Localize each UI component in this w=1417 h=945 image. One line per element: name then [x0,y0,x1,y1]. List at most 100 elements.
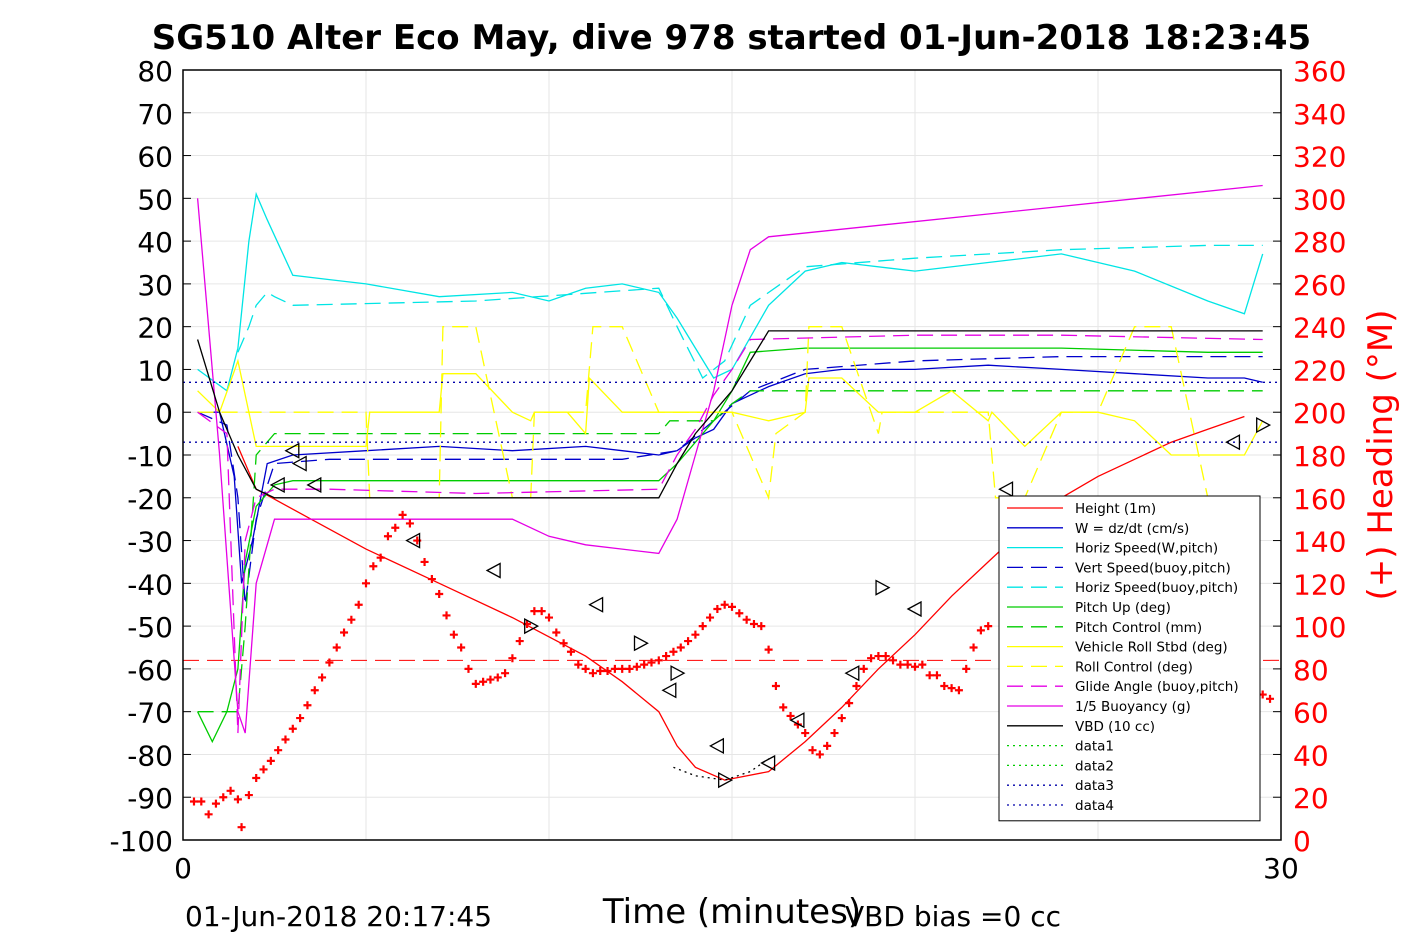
y-tick-label-left: -80 [127,739,173,772]
heading-marker [405,519,414,528]
heading-marker [647,658,656,667]
heading-marker [537,607,546,616]
heading-marker [801,729,810,738]
legend-label: W = dz/dt (cm/s) [1075,521,1189,537]
heading-marker [742,615,751,624]
heading-marker [984,622,993,631]
heading-marker [226,786,235,795]
heading-marker [720,600,729,609]
legend-label: Roll Control (deg) [1075,659,1193,675]
y-tick-label-right: 0 [1293,825,1311,858]
heading-marker [189,797,198,806]
heading-marker [830,729,839,738]
triangle-left-marker [906,600,922,618]
heading-marker [713,605,722,613]
heading-marker [244,791,253,800]
triangle-left-marker [405,532,421,549]
heading-marker [449,630,458,639]
y-tick-label-left: 40 [137,226,173,259]
heading-marker [310,686,319,695]
heading-marker [632,662,641,671]
heading-marker [383,532,392,541]
heading-marker [233,795,242,804]
series-line-9 [197,334,1263,734]
heading-marker [274,746,283,755]
triangle-left-marker [789,712,805,729]
heading-marker [596,667,605,676]
heading-marker [464,664,473,673]
triangle-left-marker [588,596,604,613]
heading-marker [954,686,963,695]
y-tick-label-right: 320 [1293,141,1346,174]
series-line-10 [196,184,1263,734]
heading-marker [508,654,517,663]
y-tick-label-left: 70 [137,98,173,131]
heading-marker [889,656,898,665]
y-tick-label-right: 20 [1293,782,1329,815]
y-tick-label-right: 220 [1293,354,1346,387]
y-tick-label-right: 180 [1293,440,1346,473]
heading-marker [442,611,451,620]
legend-box [998,495,1261,822]
y-tick-label-left: 80 [137,55,173,88]
heading-marker [676,643,685,652]
heading-marker [684,637,693,646]
y-tick-label-left: 0 [155,397,173,430]
legend-label: Horiz Speed(W,pitch) [1075,541,1218,557]
heading-marker [940,682,949,690]
legend-label: Glide Angle (buoy,pitch) [1075,679,1239,695]
heading-marker [918,660,927,669]
heading-marker [471,679,480,688]
y-tick-label-left: 10 [137,354,173,387]
y-tick-label-right: 360 [1293,55,1346,88]
legend: Height (1m) W = dz/dt (cm/s) Horiz Speed(W… [998,495,1261,822]
y-tick-label-right: 120 [1293,568,1346,601]
heading-marker [779,703,788,712]
heading-marker [486,675,495,684]
y-tick-label-left: -70 [127,697,173,730]
heading-marker [369,562,378,571]
y-tick-label-right: 280 [1293,226,1346,259]
heading-marker [867,654,876,663]
y-tick-label-left: -30 [127,526,173,559]
legend-label: Height (1m) [1075,501,1156,517]
y-tick-label-right: 200 [1293,397,1346,430]
y-tick-label-left: -20 [127,483,173,516]
triangle-right-marker [633,635,649,652]
heading-marker [662,652,671,661]
heading-marker [398,510,407,519]
heading-marker [845,699,854,708]
footer-date: 01-Jun-2018 20:17:45 [185,900,493,933]
legend-label: Vert Speed(buoy,pitch) [1075,560,1231,576]
y-tick-label-left: -10 [127,440,173,473]
heading-marker [581,664,590,673]
x-tick-label: 30 [1263,852,1299,885]
heading-marker [815,750,824,759]
heading-marker [903,660,912,669]
heading-marker [574,660,583,669]
heading-marker [757,622,766,631]
heading-marker [296,714,305,723]
legend-label: 1/5 Buoyancy (g) [1075,699,1191,715]
heading-marker [530,607,539,616]
heading-marker [691,630,700,639]
triangle-left-marker [708,737,725,754]
triangle-right-marker [875,579,891,596]
triangle-left-marker [760,754,776,772]
heading-marker [376,553,385,562]
heading-marker [252,773,261,782]
heading-marker [266,756,275,765]
triangle-left-marker [844,665,860,682]
heading-marker [698,622,707,631]
heading-marker [197,797,206,806]
legend-label: Pitch Up (deg) [1075,600,1171,616]
chart-title: SG510 Alter Eco May, dive 978 started 01… [151,18,1312,58]
heading-marker [911,662,919,671]
heading-marker [559,639,568,648]
heading-marker [625,664,634,673]
heading-marker [362,579,370,588]
heading-marker [874,652,883,661]
legend-label: data4 [1075,798,1114,814]
y-tick-label-right: 240 [1293,312,1346,345]
y-tick-label-right: 40 [1293,739,1329,772]
